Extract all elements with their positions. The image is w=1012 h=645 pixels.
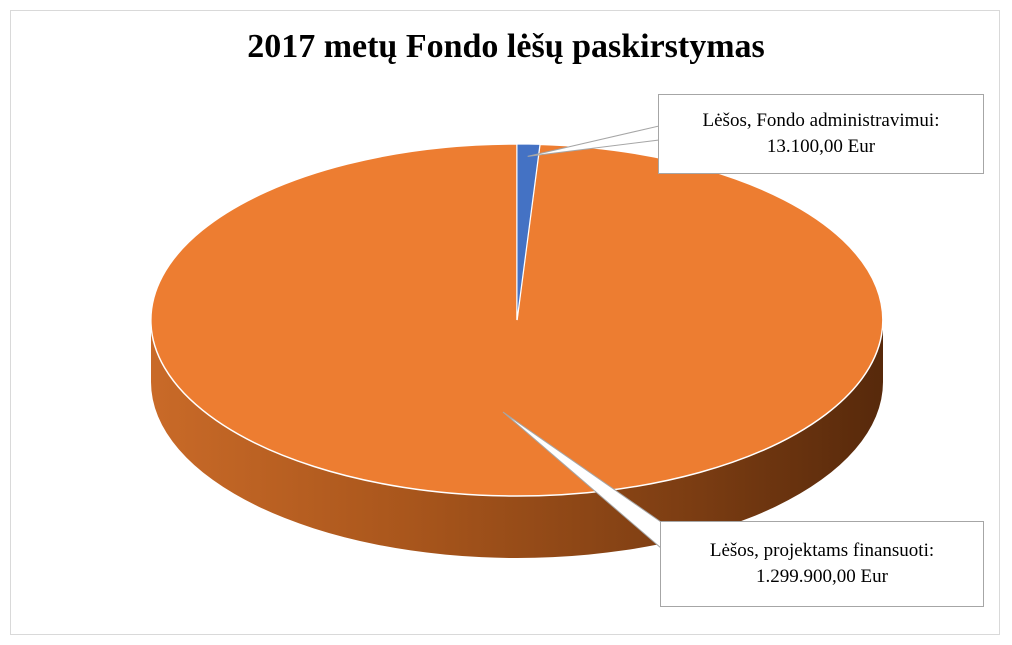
data-label-projects: Lėšos, projektams finansuoti: 1.299.900,… (660, 521, 984, 607)
pie-side-wall (151, 320, 883, 558)
data-label-admin-value: 13.100,00 Eur (766, 136, 876, 157)
data-label-admin-name: Lėšos, Fondo administravimui: (702, 110, 940, 132)
chart-title: 2017 metų Fondo lėšų paskirstymas (247, 28, 765, 65)
pie-slice-admin (516, 143, 541, 321)
data-label-admin: Lėšos, Fondo administravimui: 13.100,00 … (658, 94, 984, 174)
data-label-projects-name: Lėšos, projektams finansuoti: (709, 540, 935, 562)
data-label-projects-value: 1.299.900,00 Eur (756, 566, 888, 587)
